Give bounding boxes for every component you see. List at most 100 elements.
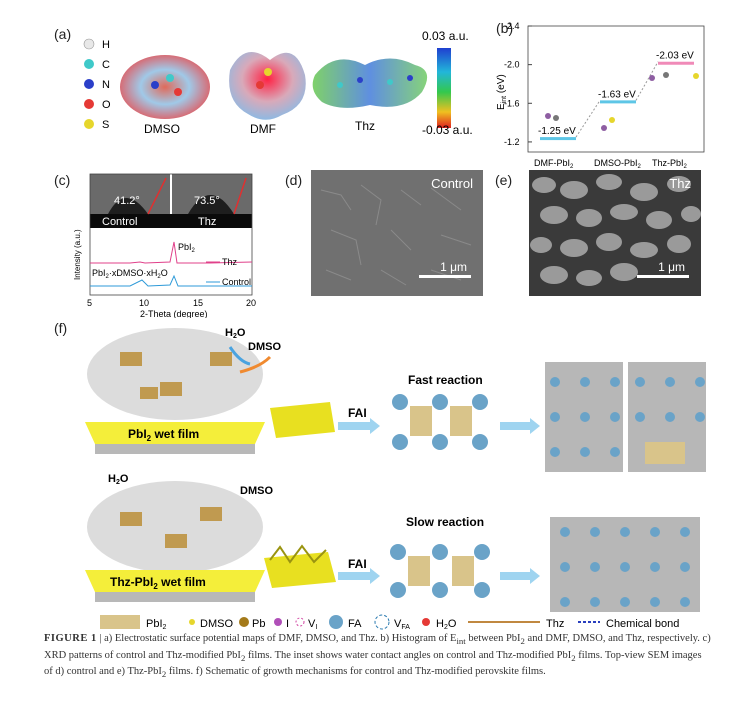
peak-pbi2: PbI2	[178, 242, 196, 254]
atom-n-icon	[84, 79, 94, 89]
y-tick-label: -2.0	[504, 60, 520, 70]
legend-pb-icon	[239, 617, 249, 627]
esp-maps: H C N O S DMSO DMF Thz 0.03 a.u. -0.03 a…	[83, 30, 473, 137]
legend-i: I	[286, 618, 289, 630]
legend-vi-icon	[295, 617, 305, 627]
legend-vi: VI	[308, 618, 317, 631]
category-labels: DMF-PbI2 DMSO-PbI2 Thz-PbI2	[534, 158, 688, 170]
energy-value-label: -1.63 eV	[598, 89, 636, 100]
y-tick-label: -1.6	[504, 98, 520, 108]
pbi2-film-top	[85, 422, 265, 444]
y-tick-label: -1.2	[504, 137, 520, 147]
film-block-top	[270, 402, 335, 438]
sem-thz-label: Thz	[669, 176, 691, 191]
energy-level-mark	[600, 100, 636, 104]
legend-thz: Thz	[222, 257, 238, 267]
panel-label-f: (f)	[54, 320, 68, 336]
scale-min-label: -0.03 a.u.	[422, 123, 473, 137]
energy-level-mark	[540, 137, 576, 141]
y-tick-label: -2.4	[504, 21, 520, 31]
category-label: DMSO-PbI2	[594, 158, 642, 170]
legend-pbi2-icon	[100, 615, 140, 629]
xtick-5: 5	[87, 298, 92, 308]
legend-fa: FA	[348, 618, 362, 630]
atom-legend: H C N O S	[83, 38, 111, 131]
panel-label-e: (e)	[495, 172, 513, 188]
peak-complex: PbI2·xDMSO·xH2O	[92, 268, 168, 280]
sem-control-scale-bar	[419, 275, 471, 278]
film-block-bottom	[264, 552, 336, 588]
scale-max-label: 0.03 a.u.	[422, 30, 469, 43]
thz-esp-map	[312, 58, 428, 108]
level-marks: -1.25 eV -1.63 eV -2.03 eV	[538, 51, 694, 141]
angle-thz: 73.5°	[194, 195, 220, 207]
sem-thz-scale-label: 1 μm	[658, 260, 685, 274]
inset-label-thz: Thz	[198, 216, 216, 228]
atom-s-icon	[84, 119, 94, 129]
legend-pbi2: PbI2	[146, 618, 167, 631]
arrow-bottom	[338, 568, 380, 584]
level-connector	[635, 61, 659, 101]
dmf-esp-map	[229, 52, 306, 120]
h2o-bottom: H2O	[108, 473, 129, 486]
energy-value-label: -1.25 eV	[538, 126, 576, 137]
xrd-thz-curve	[90, 241, 253, 264]
xrd-ylabel: Intensity (a.u.)	[73, 229, 82, 280]
caption-text-1: a) Electrostatic surface potential maps …	[104, 633, 457, 644]
atom-c-icon	[84, 59, 94, 69]
caption-figure: FIGURE 1	[44, 633, 97, 644]
angle-control: 41.2°	[114, 195, 140, 207]
dmf-label: DMF	[250, 122, 276, 136]
atom-o-icon	[84, 99, 94, 109]
wet-film-zoom-bottom	[87, 481, 263, 573]
category-label: Thz-PbI2	[652, 158, 688, 170]
sem-thz-scale-bar	[637, 275, 689, 278]
growth-schematic: PbI2 wet film H2O DMSO FAI Fast reaction…	[85, 327, 706, 612]
atom-n-label: N	[102, 79, 110, 91]
dmso-esp-map	[120, 55, 210, 119]
level-connector	[575, 100, 601, 138]
xtick-10: 10	[139, 298, 149, 308]
wet-film-zoom-top	[87, 328, 263, 420]
sem-control-label: Control	[431, 176, 473, 191]
atom-h-label: H	[102, 39, 110, 51]
eint-chart: -2.4 -2.0 -1.6 -1.2 Eint (eV) -1.25 eV -1.63…	[496, 21, 705, 170]
legend-bond: Chemical bond	[606, 618, 679, 630]
thz-pbi2-film	[85, 570, 265, 592]
sem-control: Control 1 μm	[311, 170, 483, 296]
film-bottom-label: Thz-PbI2 wet film	[110, 575, 206, 591]
atom-o-label: O	[102, 99, 111, 111]
atom-h-icon	[83, 38, 95, 50]
xrd-panel: 41.2° 73.5° Control Thz Intensity (a.u.)…	[73, 173, 256, 318]
panel-label-b: (b)	[496, 20, 514, 36]
dmso-label: DMSO	[144, 122, 180, 136]
film-top-label: PbI2 wet film	[128, 427, 199, 443]
caption-sep: |	[99, 633, 102, 644]
thz-label: Thz	[355, 119, 375, 133]
xrd-xlabel: 2-Theta (degree)	[140, 309, 208, 318]
atom-c-label: C	[102, 59, 110, 71]
dmso-top: DMSO	[248, 341, 281, 353]
legend-control: Control	[222, 277, 251, 287]
legend-i-icon	[274, 618, 282, 626]
potential-color-bar	[437, 48, 451, 128]
fast-reaction-label: Fast reaction	[408, 373, 483, 387]
legend-dmso-icon	[189, 619, 195, 625]
xtick-15: 15	[193, 298, 203, 308]
figure-caption: FIGURE 1 | a) Electrostatic surface pote…	[44, 633, 711, 680]
sem-thz: Thz 1 μm	[529, 170, 701, 296]
legend-dmso: DMSO	[200, 618, 233, 630]
dmso-bottom: DMSO	[240, 485, 273, 497]
xtick-20: 20	[246, 298, 256, 308]
schematic-legend: PbI2 DMSO Pb I VI FA VFA H2O Thz Chemica…	[100, 613, 720, 631]
plot-frame	[527, 25, 705, 153]
fai-bottom: FAI	[348, 557, 367, 571]
h2o-top: H2O	[225, 327, 246, 340]
panel-label-c: (c)	[54, 172, 71, 188]
y-ticks: -2.4 -2.0 -1.6 -1.2	[504, 21, 532, 147]
energy-value-label: -2.03 eV	[656, 51, 694, 62]
y-axis-label: Eint (eV)	[496, 74, 508, 110]
arrow-top	[338, 418, 380, 434]
inset-label-control: Control	[102, 216, 137, 228]
category-label: DMF-PbI2	[534, 158, 574, 170]
